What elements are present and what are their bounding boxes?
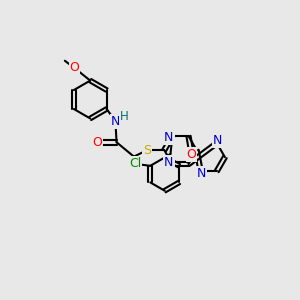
Text: N: N xyxy=(196,167,206,180)
Text: N: N xyxy=(111,115,120,128)
Text: N: N xyxy=(164,156,174,169)
Text: N: N xyxy=(213,134,222,147)
Text: O: O xyxy=(187,148,196,160)
Text: O: O xyxy=(70,61,80,74)
Text: N: N xyxy=(164,131,174,145)
Text: H: H xyxy=(120,110,129,123)
Text: S: S xyxy=(143,144,151,157)
Text: Cl: Cl xyxy=(129,158,141,170)
Text: O: O xyxy=(92,136,102,149)
